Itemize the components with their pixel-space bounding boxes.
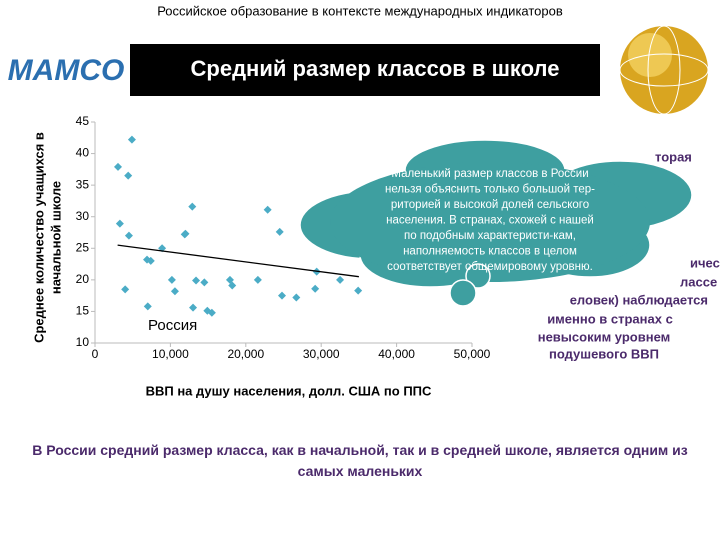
callout-line: населения. В странах, схожей с нашей [386, 215, 594, 227]
point [263, 205, 272, 214]
side-text: торая ичество лассе (более еловек) наблюдае… [538, 149, 720, 361]
point [170, 287, 179, 296]
point [336, 275, 345, 284]
callout-line: наполняемость классов в целом [403, 246, 577, 258]
callout-line: риторией и высокой долей сельского [391, 199, 589, 211]
y-tick-label: 20 [76, 272, 90, 286]
footer-text: В России средний размер класса, как в на… [32, 442, 688, 479]
x-tick-label: 10,000 [152, 347, 189, 361]
point [275, 227, 284, 236]
point [354, 286, 363, 295]
point [121, 285, 130, 294]
logo: MAMCO [8, 54, 125, 87]
x-tick-label: 30,000 [303, 347, 340, 361]
callout-line: нельзя объяснить только большой тер- [385, 184, 595, 196]
point [143, 302, 152, 311]
point [181, 229, 190, 238]
globe [619, 25, 709, 115]
y-axis-label: начальной школе [48, 181, 63, 294]
point [311, 284, 320, 293]
point [207, 308, 216, 317]
x-tick-label: 50,000 [454, 347, 491, 361]
chart: 10 15 20 25 30 35 40 45 0 10,000 20,000 30,000 40,00… [31, 114, 490, 398]
side-text-line: именно в странах с [547, 311, 673, 326]
point [124, 171, 133, 180]
point [127, 135, 136, 144]
point [113, 162, 122, 171]
point [167, 275, 176, 284]
callout: Маленький размер классов в России нельзя … [299, 139, 693, 307]
title-banner [130, 44, 600, 96]
title: Средний размер классов в школе [191, 56, 560, 81]
point [146, 256, 155, 265]
y-axis-label: Среднее количество учащихся в [31, 132, 46, 343]
point [277, 291, 286, 300]
callout-line: по подобным характеристи-кам, [404, 230, 576, 242]
trendline [117, 244, 359, 278]
point [115, 219, 124, 228]
y-tick-label: 35 [76, 177, 90, 191]
y-tick-label: 10 [76, 335, 90, 349]
side-text-line: еловек) наблюдается [570, 292, 708, 307]
point [192, 276, 201, 285]
point [188, 202, 197, 211]
x-tick-label: 40,000 [378, 347, 415, 361]
callout-line: соответствует общемировому уровню. [387, 261, 593, 273]
y-tick-label: 45 [76, 114, 90, 128]
point [200, 278, 209, 287]
x-axis-label: ВВП на душу населения, долл. США по ППС [146, 383, 432, 398]
point [189, 303, 198, 312]
side-text-line: ичество [690, 255, 720, 270]
point [253, 275, 262, 284]
callout-line: Маленький размер классов в России [391, 168, 588, 180]
side-text-line: торая [655, 149, 692, 164]
annotation: Россия [148, 317, 197, 334]
y-tick-label: 15 [76, 304, 90, 318]
y-tick-label: 40 [76, 146, 90, 160]
x-tick-label: 20,000 [227, 347, 264, 361]
side-text-line: подушевого ВВП [549, 346, 659, 361]
point [292, 293, 301, 302]
point [124, 231, 133, 240]
y-tick-label: 25 [76, 240, 90, 254]
x-tick-label: 0 [92, 347, 99, 361]
side-text-line: лассе (более [680, 274, 720, 289]
subtitle: Российское образование в контексте между… [157, 3, 563, 18]
side-text-line: невысоким уровнем [538, 329, 671, 344]
point [228, 281, 237, 290]
y-tick-label: 30 [76, 209, 90, 223]
